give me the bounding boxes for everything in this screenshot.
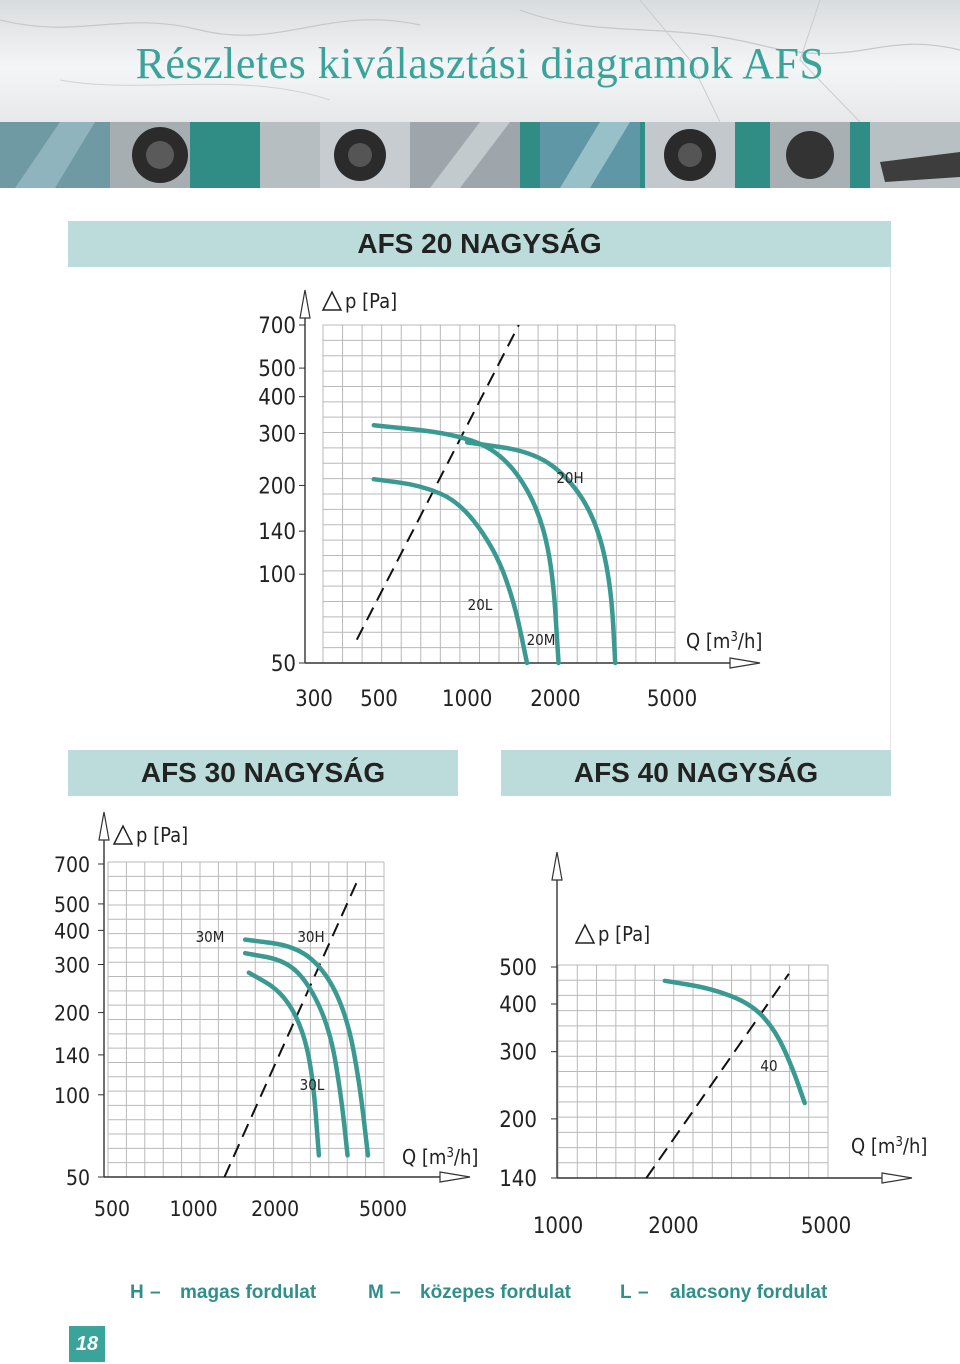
chart-afs40-y-tick-label: 400: [499, 993, 537, 1018]
chart-afs30-x-tick-label: 500: [94, 1197, 130, 1221]
legend-dash-l: –: [638, 1282, 649, 1303]
legend-dash-h: –: [150, 1282, 161, 1303]
legend-item-m: M – közepes fordulat: [368, 1282, 571, 1304]
chart-afs30-label-30l: 30L: [300, 1076, 325, 1094]
chart-afs40-label-40: 40: [760, 1057, 777, 1075]
chart-afs20-y-axis-label: p [Pa]: [345, 289, 397, 313]
chart-afs30-x-tick-label: 5000: [359, 1197, 407, 1221]
legend-dash-m: –: [390, 1282, 401, 1303]
chart-afs30-y-axis-arrow: [98, 811, 110, 841]
section-title-afs20: AFS 20 NAGYSÁG: [68, 221, 891, 267]
chart-afs30-y-tick-label: 300: [54, 953, 90, 977]
chart-afs20-x-tick-label: 1000: [442, 687, 492, 712]
photo-strip: [0, 122, 960, 188]
chart-afs40-x-tick-label: 1000: [533, 1214, 583, 1239]
chart-afs30-y-tick-label: 100: [54, 1084, 90, 1108]
legend-letter-h: H: [130, 1282, 144, 1303]
header-band: [0, 0, 960, 122]
chart-afs20-curve-20m: [371, 423, 561, 666]
chart-afs30-y-tick-label: 140: [54, 1044, 90, 1068]
chart-afs20-curve-20l: [371, 476, 530, 666]
chart-afs30-label-30h: 30H: [297, 928, 324, 946]
chart-afs30-y-tick-label: 50: [66, 1166, 90, 1190]
chart-afs40-y-axis-label: p [Pa]: [598, 922, 650, 946]
chart-afs20-x-axis-arrow: [729, 657, 761, 669]
chart-afs20-x-tick-label: 300: [295, 687, 333, 712]
page-number: 18: [69, 1326, 105, 1362]
header-crack-texture: [0, 0, 960, 122]
chart-afs30-y-tick-label: 400: [54, 919, 90, 943]
chart-afs30-curve-30h: [242, 937, 371, 1158]
legend-text-h: magas fordulat: [180, 1282, 317, 1303]
chart-afs30-y-axis-label: p [Pa]: [136, 823, 188, 847]
chart-afs20-y-tick-label: 100: [258, 563, 296, 588]
legend-text-l: alacsony fordulat: [670, 1282, 828, 1303]
chart-afs20-delta-icon: [321, 290, 343, 311]
chart-afs20-curve-20h: [464, 440, 618, 666]
chart-afs30-x-axis-label: Q [m3/h]: [402, 1145, 478, 1169]
chart-afs40-x-axis-arrow: [881, 1172, 913, 1184]
chart-afs20-y-tick-label: 200: [258, 474, 296, 499]
chart-afs20-y-tick-label: 50: [271, 652, 296, 677]
chart-afs40-system-line: [645, 973, 790, 1179]
chart-afs40-y-tick-label: 140: [499, 1167, 537, 1192]
chart-afs20-label-20m: 20M: [527, 631, 556, 649]
chart-afs20-x-tick-label: 5000: [647, 687, 697, 712]
chart-afs20-x-tick-label: 2000: [530, 687, 580, 712]
legend-text-m: közepes fordulat: [420, 1282, 571, 1303]
chart-afs20-y-tick-label: 500: [258, 357, 296, 382]
chart-afs20-label-20l: 20L: [468, 596, 493, 614]
chart-afs20-y-tick-label: 300: [258, 423, 296, 448]
chart-afs40-x-axis-label: Q [m3/h]: [851, 1134, 927, 1158]
legend-letter-l: L: [620, 1282, 632, 1303]
chart-afs40-x-tick-label: 5000: [801, 1214, 851, 1239]
chart-afs40-delta-icon: [574, 923, 596, 944]
page-title: Részletes kiválasztási diagramok AFS: [135, 39, 825, 88]
chart-afs30-x-tick-label: 2000: [251, 1197, 299, 1221]
chart-afs20-y-tick-label: 140: [258, 520, 296, 545]
section-title-afs30: AFS 30 NAGYSÁG: [68, 750, 458, 796]
chart-afs30-x-axis-arrow: [439, 1171, 471, 1183]
chart-afs40-y-axis-arrow: [551, 851, 563, 881]
chart-afs30-delta-icon: [112, 824, 134, 845]
chart-afs20-system-line: [355, 324, 520, 641]
chart-afs40-curve-40: [662, 978, 807, 1106]
legend-item-h: H – magas fordulat: [130, 1282, 316, 1304]
fan-photo-collage: [0, 122, 960, 188]
chart-afs20-y-axis-arrow: [299, 289, 311, 319]
chart-afs20-x-tick-label: 500: [360, 687, 398, 712]
chart-afs30-system-line: [223, 881, 358, 1178]
chart-afs30-y-tick-label: 200: [54, 1002, 90, 1026]
chart-afs30-y-tick-label: 700: [54, 853, 90, 877]
legend-item-l: L – alacsony fordulat: [620, 1282, 827, 1304]
chart-afs20-x-axis-label: Q [m3/h]: [686, 629, 762, 653]
chart-afs20-y-tick-label: 400: [258, 386, 296, 411]
legend-letter-m: M: [368, 1282, 384, 1303]
chart-afs20-label-20h: 20H: [556, 469, 583, 487]
chart-afs40-y-tick-label: 300: [499, 1041, 537, 1066]
chart-afs30-curve-30l: [246, 970, 322, 1158]
chart-afs40-y-tick-label: 200: [499, 1108, 537, 1133]
chart-afs30-curve-30m: [242, 950, 350, 1158]
section-title-afs40: AFS 40 NAGYSÁG: [501, 750, 891, 796]
chart-afs30-y-tick-label: 500: [54, 893, 90, 917]
chart-afs30-x-tick-label: 1000: [170, 1197, 218, 1221]
chart-afs30-label-30m: 30M: [196, 928, 225, 946]
chart-afs40-y-tick-label: 500: [499, 956, 537, 981]
legend: H – magas fordulat M – közepes fordulat L – al…: [0, 1282, 960, 1306]
chart-afs20-y-tick-label: 700: [258, 314, 296, 339]
page-right-rule: [890, 267, 891, 749]
chart-afs40-x-tick-label: 2000: [648, 1214, 698, 1239]
